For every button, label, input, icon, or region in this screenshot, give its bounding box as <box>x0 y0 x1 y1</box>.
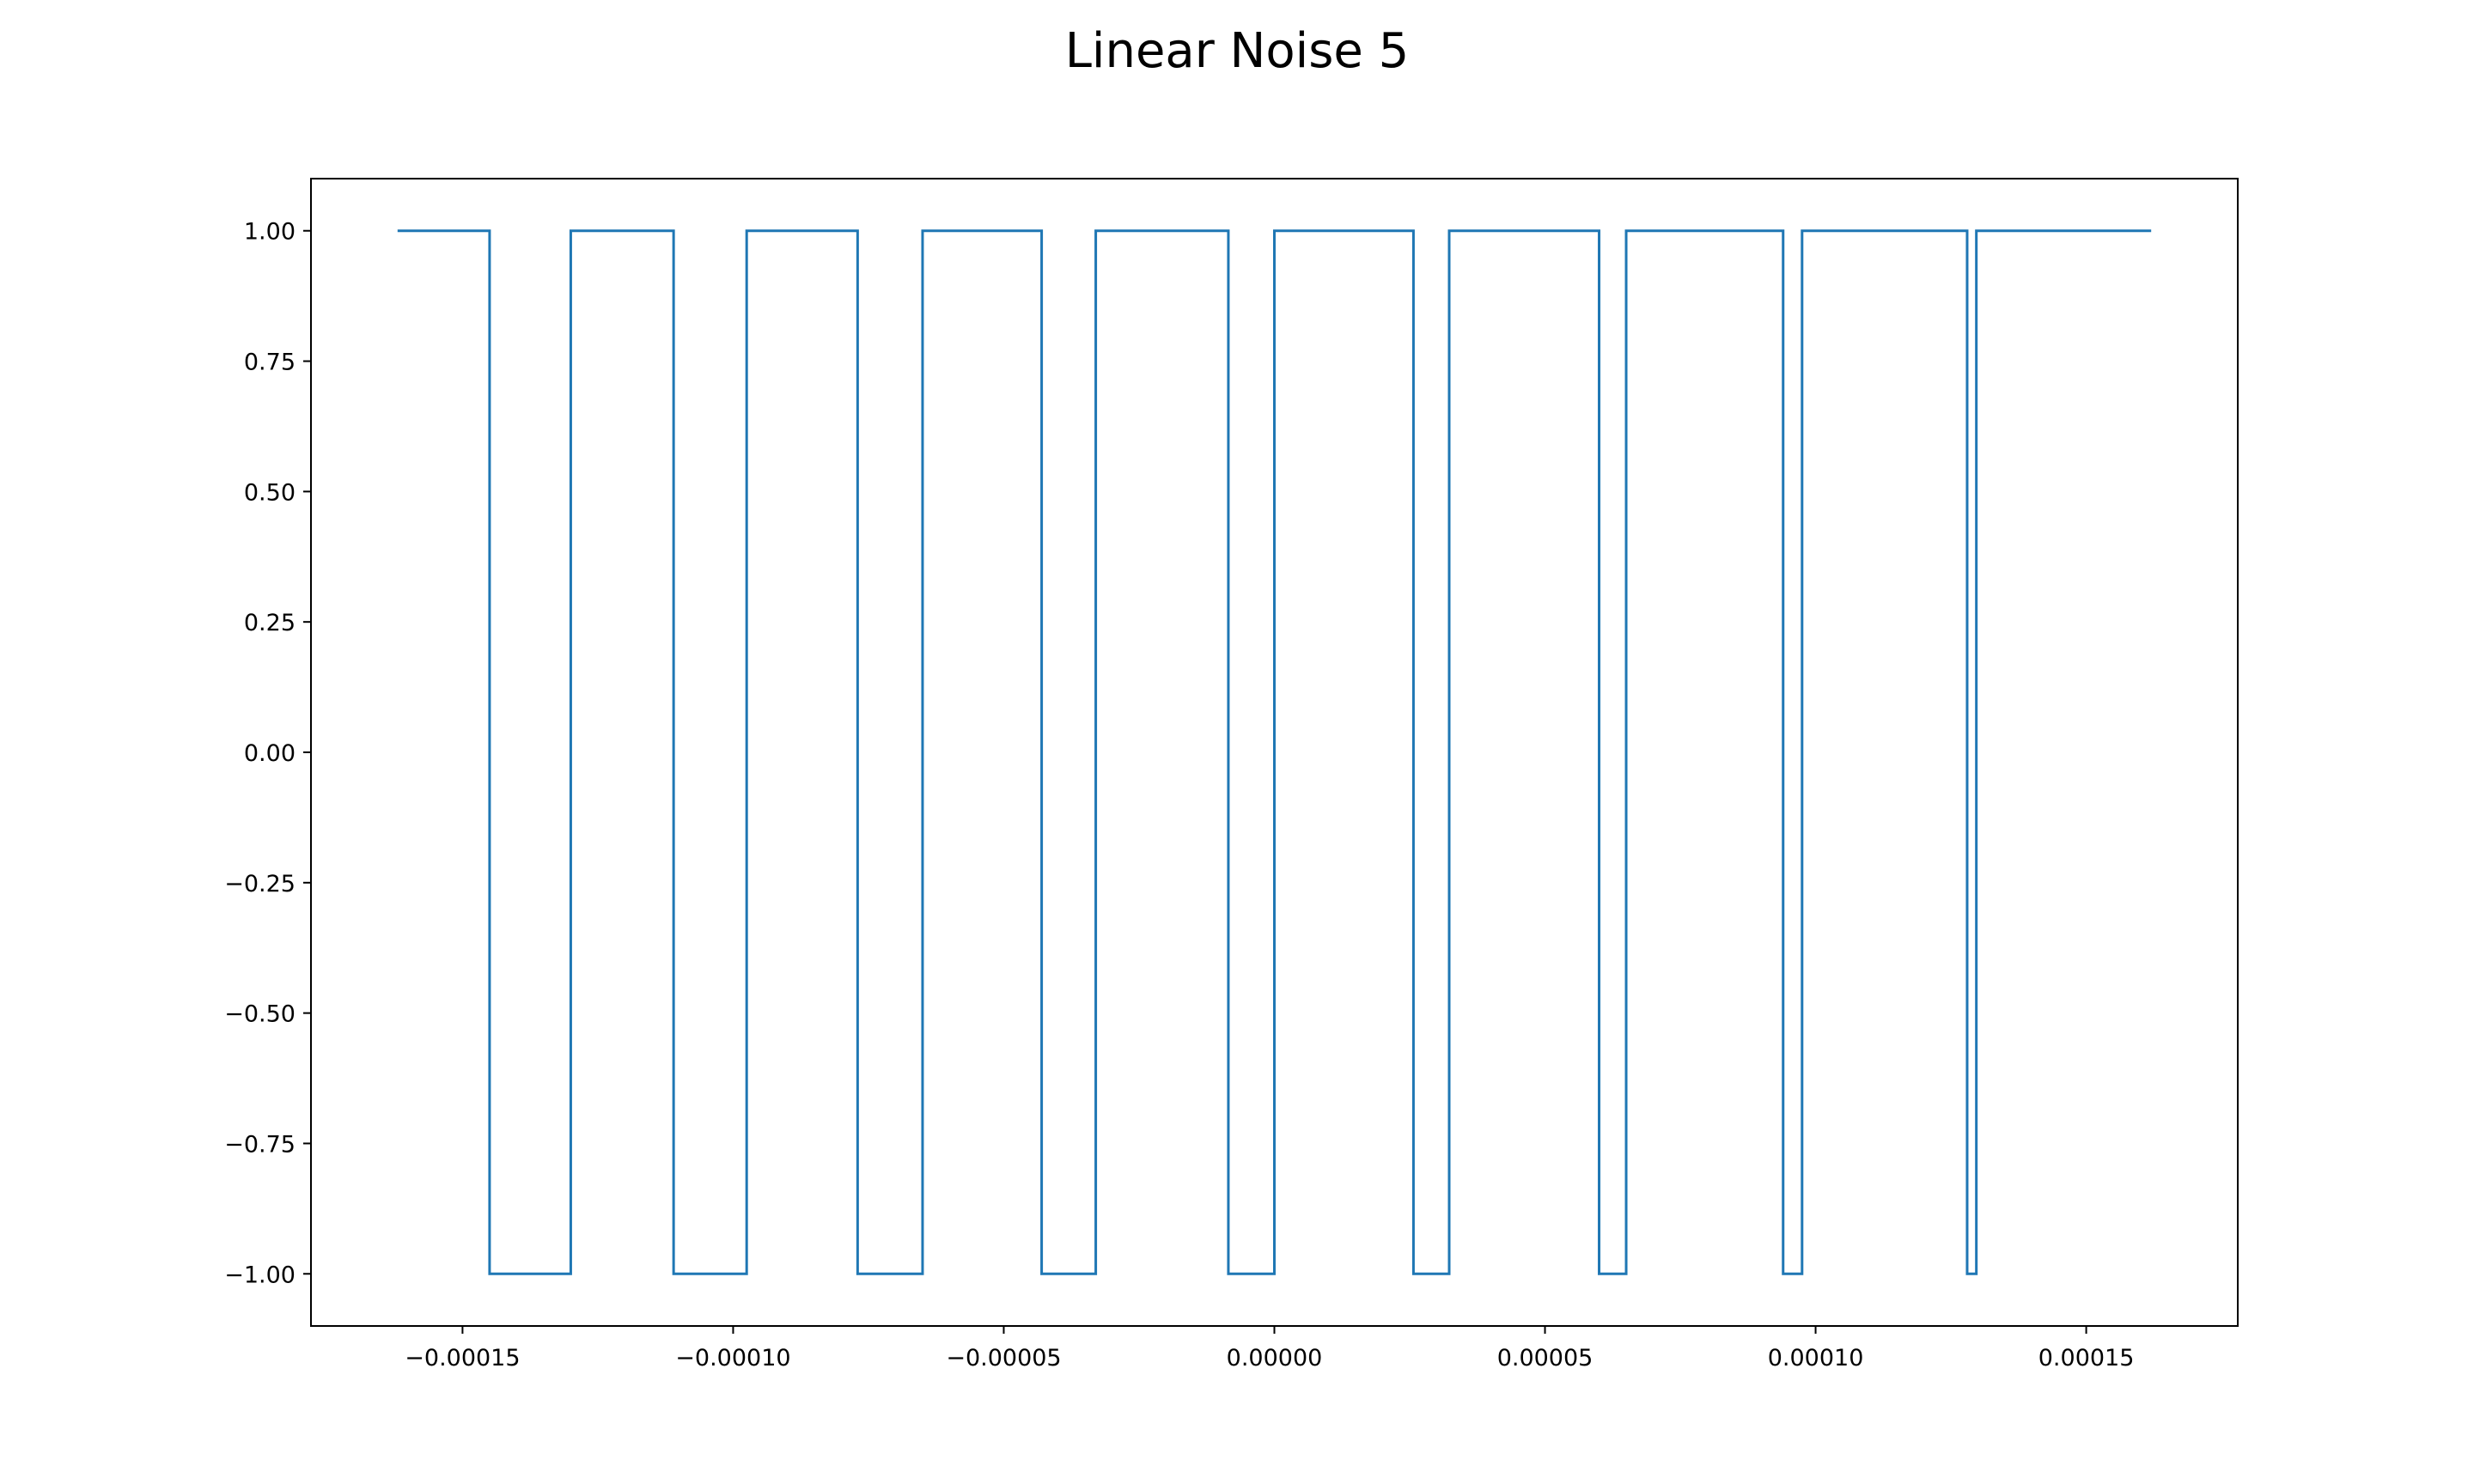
x-tick-label: 0.00005 <box>1497 1345 1593 1371</box>
y-tick-label: 0.50 <box>244 479 296 506</box>
y-tick-label: −1.00 <box>224 1262 296 1288</box>
x-tick-label: −0.00010 <box>675 1345 790 1371</box>
y-tick-label: 1.00 <box>244 219 296 246</box>
y-tick-label: 0.75 <box>244 350 296 376</box>
x-tick-label: 0.00015 <box>2038 1345 2135 1371</box>
y-tick-label: −0.25 <box>224 871 296 897</box>
plot-frame <box>310 178 2239 1327</box>
y-tick-label: 0.25 <box>244 610 296 636</box>
chart-title: Linear Noise 5 <box>1065 23 1410 79</box>
series-line-0 <box>397 229 2152 1275</box>
y-axis: 1.00 0.75 0.50 0.25 0.00 −0.25 −0.50 −0.75 −1.00 <box>224 219 311 1288</box>
x-tick-label: −0.00015 <box>405 1345 520 1371</box>
y-tick-label: 0.00 <box>244 740 296 767</box>
x-tick-label: −0.00005 <box>946 1345 1061 1371</box>
y-tick-label: −0.50 <box>224 1001 296 1028</box>
y-tick-label: −0.75 <box>224 1131 296 1158</box>
x-axis: −0.00015 −0.00010 −0.00005 0.00000 0.00005 0.… <box>405 1326 2134 1371</box>
x-tick-label: 0.00010 <box>1768 1345 1864 1371</box>
series-layer <box>397 229 2152 1275</box>
x-tick-label: 0.00000 <box>1227 1345 1323 1371</box>
